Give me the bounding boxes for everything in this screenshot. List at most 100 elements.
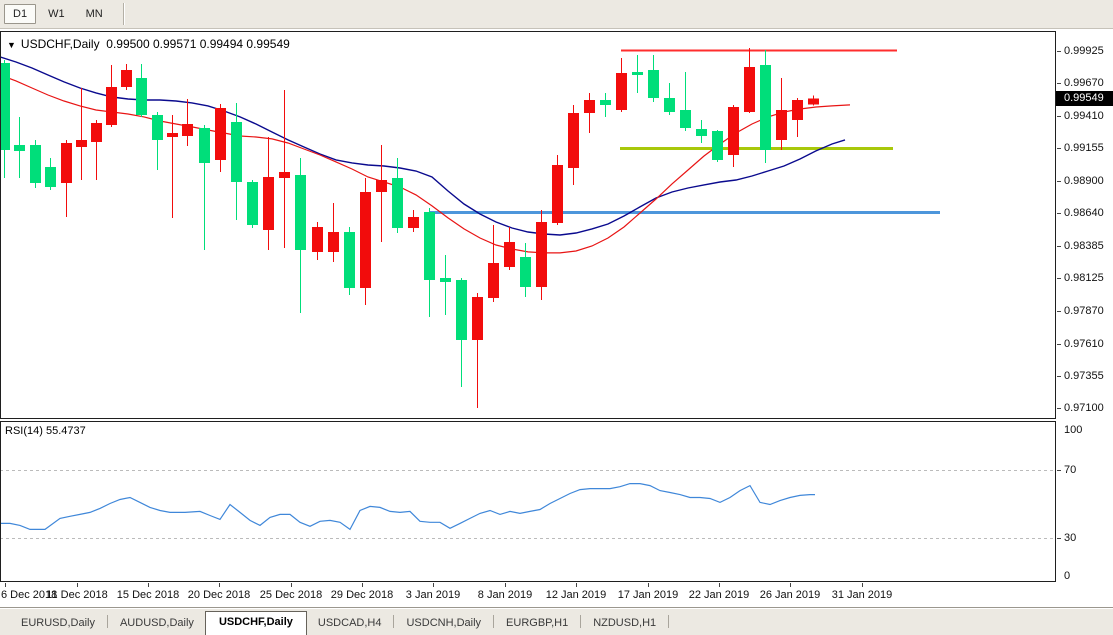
time-tick-label: 31 Jan 2019 [831,589,893,601]
current-price-tag: 0.99549 [1056,91,1113,106]
candlestick [91,123,102,142]
candlestick [279,171,290,178]
chart-tab-usdcnh-daily[interactable]: USDCNH,Daily [406,617,482,629]
rsi-plot[interactable] [0,421,1056,582]
tab-separator [668,615,670,628]
timeframe-button-w1[interactable]: W1 [48,8,65,20]
price-tick-mark [1057,51,1061,52]
price-tick-label: 0.97355 [1064,370,1104,382]
price-tick-label: 0.99925 [1064,45,1104,57]
time-tick-mark [291,583,292,587]
chart-tab-nzdusd-h1[interactable]: NZDUSD,H1 [593,617,657,629]
price-tick-mark [1057,311,1061,312]
candlestick [152,114,163,140]
candlestick [776,110,787,140]
rsi-axis: 100 70 30 0 [1056,421,1113,582]
chart-ohlc-values: 0.99500 0.99571 0.99494 0.99549 [106,37,290,51]
time-tick-mark [77,583,78,587]
price-tick-mark [1057,116,1061,117]
candlestick [30,145,41,183]
time-tick-label: 3 Jan 2019 [405,589,461,601]
price-pane-border [0,31,1056,419]
time-tick-mark [790,583,791,587]
time-tick-mark [719,583,720,587]
price-tick-mark [1057,181,1061,182]
time-tick-mark [505,583,506,587]
price-chart-pane[interactable] [0,31,1056,419]
rsi-tick-label: 0 [1064,570,1071,582]
candlestick [584,100,595,113]
price-tick-mark [1057,83,1061,84]
chart-tab-usdcad-h4[interactable]: USDCAD,H4 [317,617,382,629]
price-tick-mark [1057,213,1061,214]
time-tick-mark [5,583,6,587]
candlestick [808,98,819,105]
candlestick [215,108,226,160]
price-tick-mark [1057,278,1061,279]
candlestick [408,217,419,228]
rsi-grid-lines [0,470,1056,539]
candlestick [136,78,147,115]
chart-tab-usdchf-daily[interactable]: USDCHF,Daily [204,611,307,635]
candlestick [712,131,723,160]
candlestick [199,127,210,163]
candlestick [14,145,25,151]
price-plot[interactable] [0,31,1056,419]
candlestick [0,63,10,150]
candlestick [263,177,274,230]
time-tick-label: 12 Jan 2019 [545,589,607,601]
price-tick-label: 0.98125 [1064,272,1104,284]
candlestick [616,73,627,110]
price-tick-label: 0.99670 [1064,77,1104,89]
candlestick [680,110,691,128]
price-tick-label: 0.99410 [1064,110,1104,122]
time-tick-label: 6 Dec 2018 [1,589,58,601]
tab-separator [493,615,495,628]
price-axis[interactable]: 0.99925 0.99670 0.99410 0.99155 0.98900 0.986… [1056,31,1113,419]
time-tick-label: 26 Jan 2019 [759,589,821,601]
horizontal-level-lines [430,49,940,214]
time-tick-label: 20 Dec 2018 [187,589,251,601]
time-tick-label: 22 Jan 2019 [688,589,750,601]
timeframe-button-d1[interactable]: D1 [4,4,37,24]
price-tick-label: 0.97610 [1064,338,1104,350]
candlestick [568,113,579,168]
candlestick [792,100,803,120]
rsi-indicator-label: RSI(14) 55.4737 [5,425,86,437]
rsi-tick-mark [1057,470,1061,471]
candlestick [295,175,306,251]
candles-layer [0,47,819,408]
chart-tab-audusd-daily[interactable]: AUDUSD,Daily [119,617,194,629]
price-tick-label: 0.99155 [1064,142,1104,154]
candlestick [744,67,755,112]
rsi-line [0,482,815,531]
candlestick [424,212,435,280]
candlestick [247,182,258,225]
candlestick [360,192,371,288]
candlestick [312,227,323,252]
time-tick-mark [862,583,863,587]
symbol-dropdown-icon[interactable]: ▼ [7,40,16,50]
candlestick [504,241,515,267]
time-tick-label: 25 Dec 2018 [259,589,323,601]
chart-tab-eurusd-daily[interactable]: EURUSD,Daily [21,617,95,629]
time-tick-mark [433,583,434,587]
candlestick [728,107,739,155]
time-axis[interactable]: 6 Dec 2018 11 Dec 2018 15 Dec 2018 20 Dec 2… [0,583,1113,607]
candlestick [456,280,467,340]
timeframe-button-mn[interactable]: MN [85,8,103,20]
chart-tab-eurgbp-h1[interactable]: EURGBP,H1 [506,617,569,629]
chart-symbol-label: USDCHF,Daily [20,37,100,51]
candlestick [520,257,531,288]
candlestick [600,100,611,105]
rsi-pane-border [0,421,1056,582]
candlestick [121,69,132,87]
time-tick-mark [148,583,149,587]
rsi-tick-label: 30 [1064,532,1077,544]
rsi-indicator-pane[interactable] [0,421,1056,582]
toolbar-separator [122,3,125,25]
time-tick-mark [648,583,649,587]
time-tick-mark [576,583,577,587]
price-tick-label: 0.97100 [1064,402,1104,414]
